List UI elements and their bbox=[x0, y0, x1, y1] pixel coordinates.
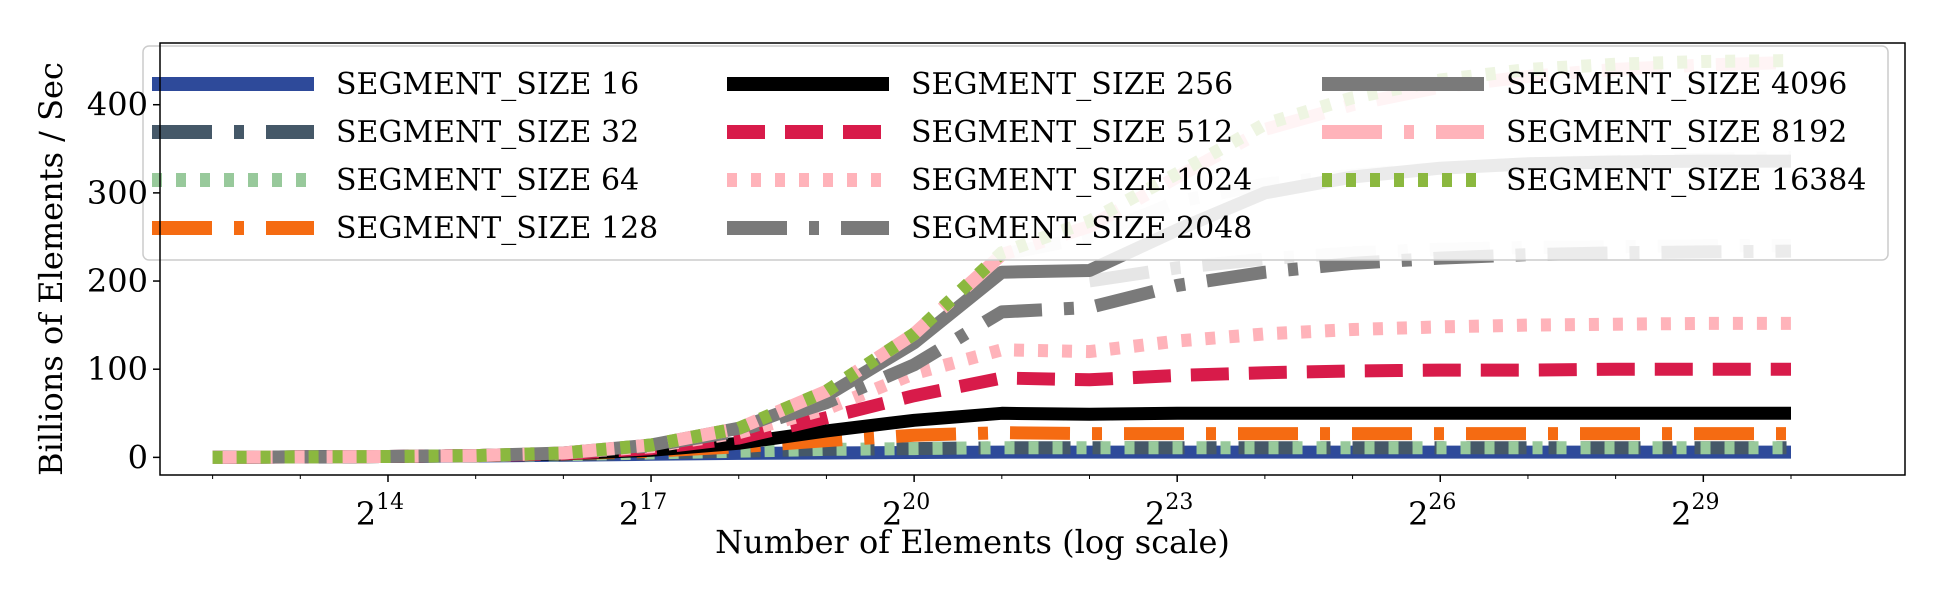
legend-label-5: SEGMENT_SIZE 256 bbox=[911, 67, 1233, 102]
x-tick-label-6: 229 bbox=[1671, 490, 1719, 533]
legend-label-6: SEGMENT_SIZE 512 bbox=[911, 115, 1233, 150]
x-tick-label-2: 217 bbox=[619, 490, 667, 533]
x-tick-label-1: 214 bbox=[356, 490, 404, 533]
y-tick-label-5: 400 bbox=[87, 86, 148, 124]
y-tick-label-2: 100 bbox=[87, 350, 148, 388]
x-axis-title: Number of Elements (log scale) bbox=[715, 523, 1230, 561]
legend: SEGMENT_SIZE 16 SEGMENT_SIZE 32 SEGMENT_SI… bbox=[142, 45, 1889, 261]
x-axis: 214 217 220 223 226 229 bbox=[212, 475, 1792, 533]
legend-label-1: SEGMENT_SIZE 16 bbox=[336, 67, 639, 102]
legend-label-8: SEGMENT_SIZE 2048 bbox=[911, 211, 1252, 246]
y-axis: 0 100 200 300 400 bbox=[87, 86, 160, 476]
legend-label-10: SEGMENT_SIZE 8192 bbox=[1506, 115, 1847, 150]
y-tick-label-1: 0 bbox=[128, 438, 148, 476]
x-tick-label-4: 223 bbox=[1145, 490, 1193, 533]
x-tick-label-5: 226 bbox=[1408, 490, 1456, 533]
legend-label-4: SEGMENT_SIZE 128 bbox=[336, 211, 658, 246]
legend-label-7: SEGMENT_SIZE 1024 bbox=[911, 163, 1252, 198]
legend-label-9: SEGMENT_SIZE 4096 bbox=[1506, 67, 1847, 102]
series-line-8 bbox=[212, 244, 1792, 464]
legend-label-2: SEGMENT_SIZE 32 bbox=[336, 115, 639, 150]
y-axis-title: Billions of Elements / Sec bbox=[32, 62, 70, 476]
legend-label-11: SEGMENT_SIZE 16384 bbox=[1506, 163, 1866, 198]
legend-box bbox=[142, 45, 1889, 261]
legend-label-3: SEGMENT_SIZE 64 bbox=[336, 163, 639, 198]
y-tick-label-3: 200 bbox=[87, 262, 148, 300]
plot-area-frame bbox=[159, 42, 1906, 476]
x-tick-label-3: 220 bbox=[882, 490, 930, 533]
y-tick-label-4: 300 bbox=[87, 174, 148, 212]
